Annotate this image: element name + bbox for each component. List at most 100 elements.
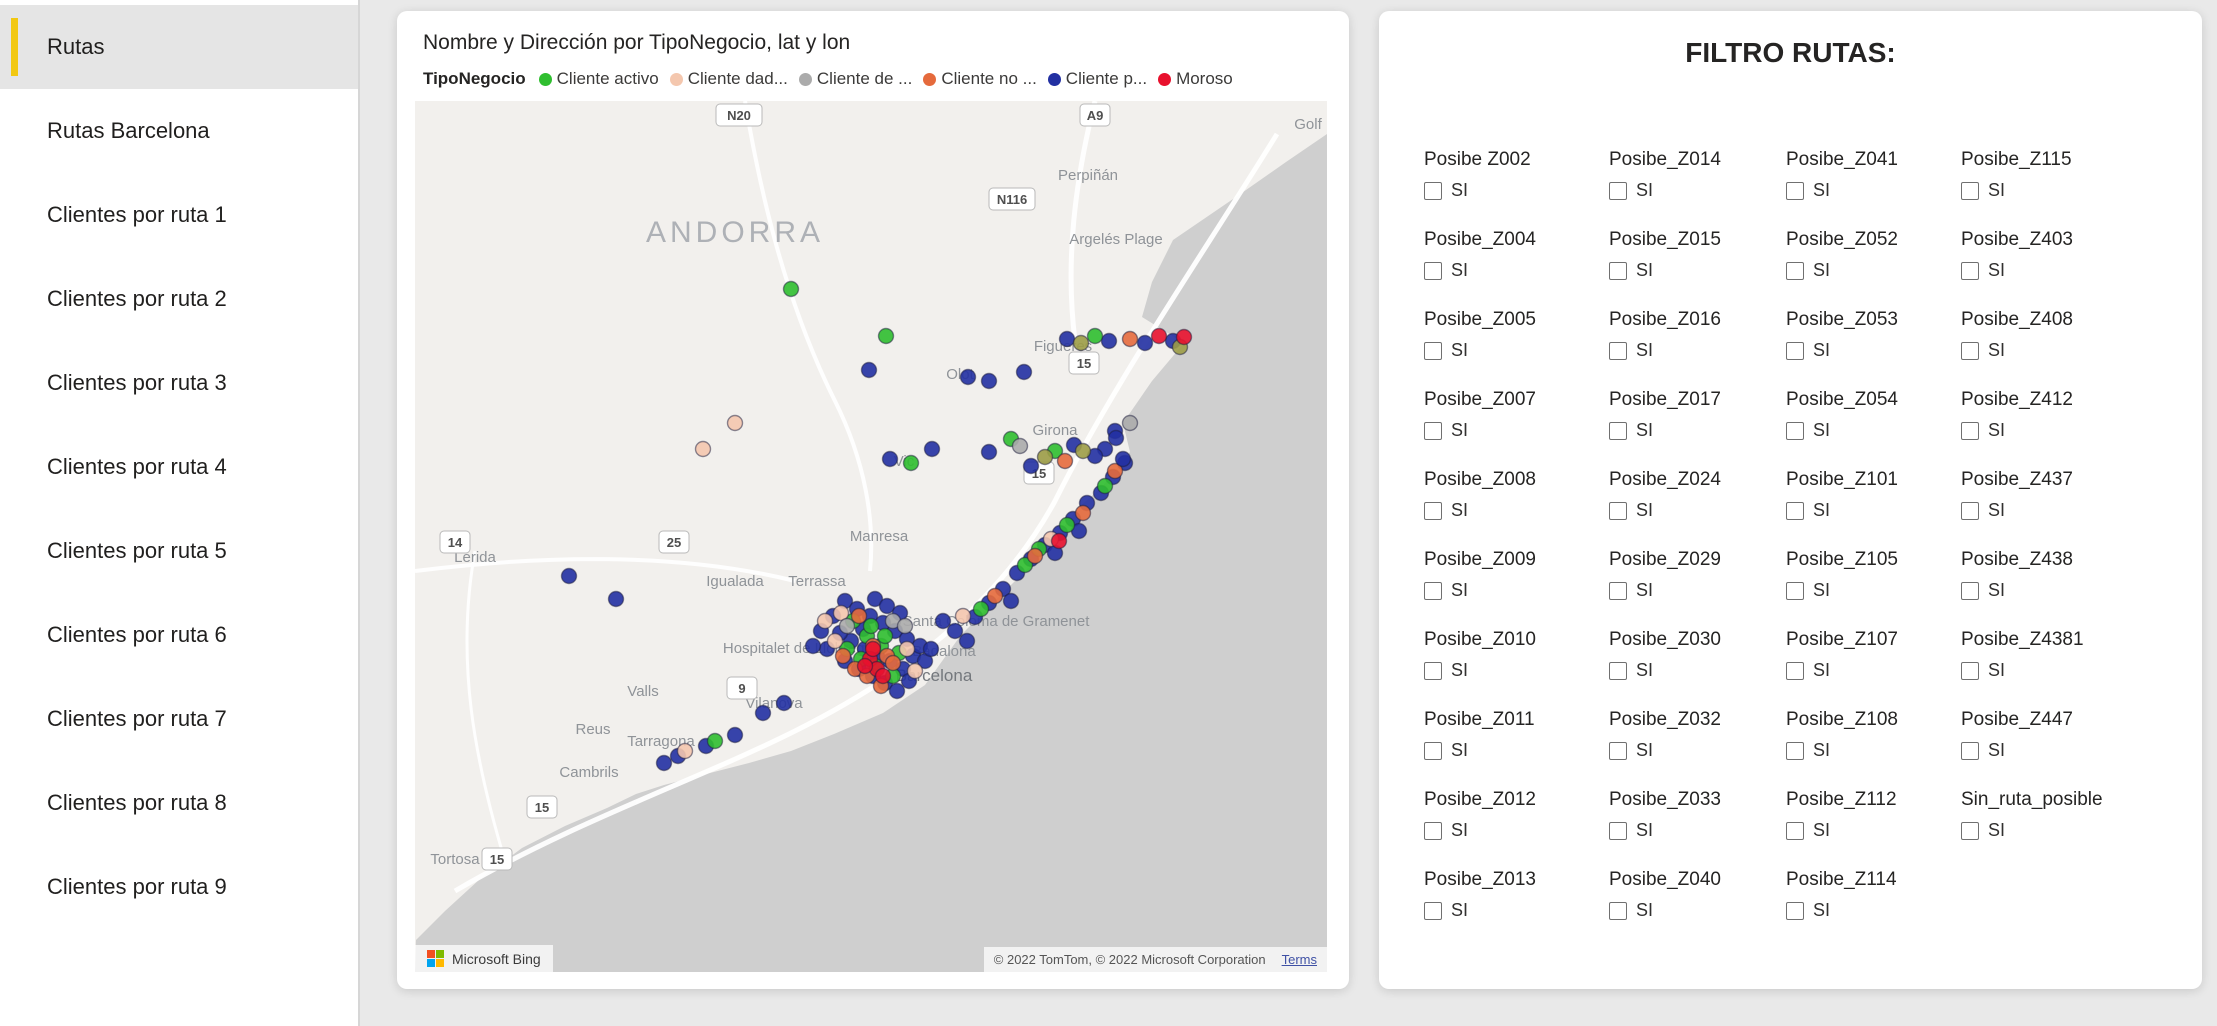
filter-checkbox-row[interactable]: SI	[1961, 660, 2202, 681]
filter-checkbox-row[interactable]: SI	[1786, 580, 1961, 601]
checkbox-icon[interactable]	[1424, 421, 1442, 440]
checkbox-icon[interactable]	[1424, 581, 1442, 600]
sidebar-item-clientes-por-ruta-6[interactable]: Clientes por ruta 6	[0, 593, 358, 677]
checkbox-icon[interactable]	[1961, 341, 1979, 360]
checkbox-icon[interactable]	[1609, 421, 1627, 440]
filter-item-title: Posibe_Z112	[1786, 789, 1897, 810]
legend-item[interactable]: Cliente dad...	[669, 69, 788, 89]
checkbox-icon[interactable]	[1609, 341, 1627, 360]
filter-checkbox-row[interactable]: SI	[1424, 260, 1609, 281]
sidebar-item-clientes-por-ruta-5[interactable]: Clientes por ruta 5	[0, 509, 358, 593]
checkbox-icon[interactable]	[1786, 181, 1804, 200]
filter-checkbox-row[interactable]: SI	[1424, 900, 1609, 921]
checkbox-icon[interactable]	[1424, 661, 1442, 680]
filter-checkbox-row[interactable]: SI	[1424, 660, 1609, 681]
filter-item-title: Posibe_Z107	[1786, 629, 1898, 650]
filter-checkbox-row[interactable]: SI	[1609, 340, 1786, 361]
filter-checkbox-row[interactable]: SI	[1609, 580, 1786, 601]
filter-checkbox-row[interactable]: SI	[1786, 820, 1961, 841]
filter-checkbox-row[interactable]: SI	[1609, 420, 1786, 441]
filter-checkbox-row[interactable]: SI	[1424, 820, 1609, 841]
filter-checkbox-row[interactable]: SI	[1961, 820, 2202, 841]
filter-checkbox-row[interactable]: SI	[1961, 260, 2202, 281]
legend-item[interactable]: Cliente p...	[1047, 69, 1147, 89]
checkbox-icon[interactable]	[1786, 661, 1804, 680]
checkbox-icon[interactable]	[1609, 661, 1627, 680]
filter-checkbox-row[interactable]: SI	[1786, 660, 1961, 681]
checkbox-icon[interactable]	[1424, 501, 1442, 520]
checkbox-icon[interactable]	[1424, 341, 1442, 360]
filter-checkbox-row[interactable]: SI	[1961, 740, 2202, 761]
terms-link[interactable]: Terms	[1281, 952, 1317, 967]
checkbox-icon[interactable]	[1786, 741, 1804, 760]
filter-checkbox-row[interactable]: SI	[1786, 420, 1961, 441]
filter-checkbox-row[interactable]: SI	[1786, 340, 1961, 361]
checkbox-icon[interactable]	[1786, 581, 1804, 600]
checkbox-icon[interactable]	[1424, 741, 1442, 760]
checkbox-icon[interactable]	[1961, 261, 1979, 280]
checkbox-icon[interactable]	[1961, 581, 1979, 600]
checkbox-icon[interactable]	[1786, 261, 1804, 280]
filter-checkbox-row[interactable]: SI	[1609, 660, 1786, 681]
checkbox-icon[interactable]	[1961, 181, 1979, 200]
checkbox-icon[interactable]	[1609, 261, 1627, 280]
sidebar-item-clientes-por-ruta-3[interactable]: Clientes por ruta 3	[0, 341, 358, 425]
checkbox-icon[interactable]	[1961, 741, 1979, 760]
checkbox-icon[interactable]	[1424, 821, 1442, 840]
checkbox-icon[interactable]	[1786, 901, 1804, 920]
checkbox-icon[interactable]	[1786, 821, 1804, 840]
sidebar-item-clientes-por-ruta-4[interactable]: Clientes por ruta 4	[0, 425, 358, 509]
bing-map[interactable]: ANDORRA Perpiñán Argelés Plage Figueres Olot…	[415, 101, 1327, 972]
checkbox-icon[interactable]	[1961, 821, 1979, 840]
filter-checkbox-row[interactable]: SI	[1786, 260, 1961, 281]
checkbox-icon[interactable]	[1786, 501, 1804, 520]
filter-checkbox-row[interactable]: SI	[1424, 580, 1609, 601]
filter-checkbox-row[interactable]: SI	[1609, 180, 1786, 201]
checkbox-icon[interactable]	[1424, 901, 1442, 920]
filter-checkbox-row[interactable]: SI	[1609, 740, 1786, 761]
sidebar-item-clientes-por-ruta-7[interactable]: Clientes por ruta 7	[0, 677, 358, 761]
filter-checkbox-row[interactable]: SI	[1609, 820, 1786, 841]
filter-checkbox-row[interactable]: SI	[1609, 900, 1786, 921]
filter-checkbox-row[interactable]: SI	[1786, 900, 1961, 921]
legend-item[interactable]: Moroso	[1158, 69, 1233, 89]
filter-checkbox-row[interactable]: SI	[1961, 580, 2202, 601]
checkbox-icon[interactable]	[1609, 181, 1627, 200]
checkbox-icon[interactable]	[1961, 661, 1979, 680]
filter-checkbox-row[interactable]: SI	[1609, 260, 1786, 281]
filter-checkbox-row[interactable]: SI	[1424, 180, 1609, 201]
legend-item[interactable]: Cliente de ...	[798, 69, 912, 89]
sidebar-item-clientes-por-ruta-2[interactable]: Clientes por ruta 2	[0, 257, 358, 341]
checkbox-icon[interactable]	[1961, 501, 1979, 520]
checkbox-icon[interactable]	[1424, 261, 1442, 280]
filter-checkbox-row[interactable]: SI	[1609, 500, 1786, 521]
checkbox-icon[interactable]	[1424, 181, 1442, 200]
filter-checkbox-row[interactable]: SI	[1424, 420, 1609, 441]
filter-checkbox-row[interactable]: SI	[1786, 500, 1961, 521]
checkbox-icon[interactable]	[1609, 901, 1627, 920]
sidebar-item-clientes-por-ruta-9[interactable]: Clientes por ruta 9	[0, 845, 358, 929]
filter-checkbox-row[interactable]: SI	[1961, 180, 2202, 201]
checkbox-icon[interactable]	[1609, 581, 1627, 600]
sidebar-item-clientes-por-ruta-1[interactable]: Clientes por ruta 1	[0, 173, 358, 257]
filter-checkbox-row[interactable]: SI	[1961, 340, 2202, 361]
filter-checkbox-row[interactable]: SI	[1424, 500, 1609, 521]
checkbox-icon[interactable]	[1961, 421, 1979, 440]
legend-item[interactable]: Cliente activo	[538, 69, 659, 89]
filter-checkbox-row[interactable]: SI	[1786, 740, 1961, 761]
checkbox-icon[interactable]	[1609, 501, 1627, 520]
filter-checkbox-row[interactable]: SI	[1961, 420, 2202, 441]
filter-checkbox-row[interactable]: SI	[1424, 740, 1609, 761]
checkbox-icon[interactable]	[1609, 821, 1627, 840]
sidebar-item-rutas-barcelona[interactable]: Rutas Barcelona	[0, 89, 358, 173]
checkbox-icon[interactable]	[1786, 421, 1804, 440]
legend-item[interactable]: Cliente no ...	[923, 69, 1037, 89]
sidebar-item-rutas[interactable]: Rutas	[0, 5, 358, 89]
filter-checkbox-row[interactable]: SI	[1961, 500, 2202, 521]
sidebar-item-clientes-por-ruta-8[interactable]: Clientes por ruta 8	[0, 761, 358, 845]
filter-checkbox-row[interactable]: SI	[1786, 180, 1961, 201]
filter-checkbox-row[interactable]: SI	[1424, 340, 1609, 361]
checkbox-icon[interactable]	[1609, 741, 1627, 760]
checkbox-icon[interactable]	[1786, 341, 1804, 360]
